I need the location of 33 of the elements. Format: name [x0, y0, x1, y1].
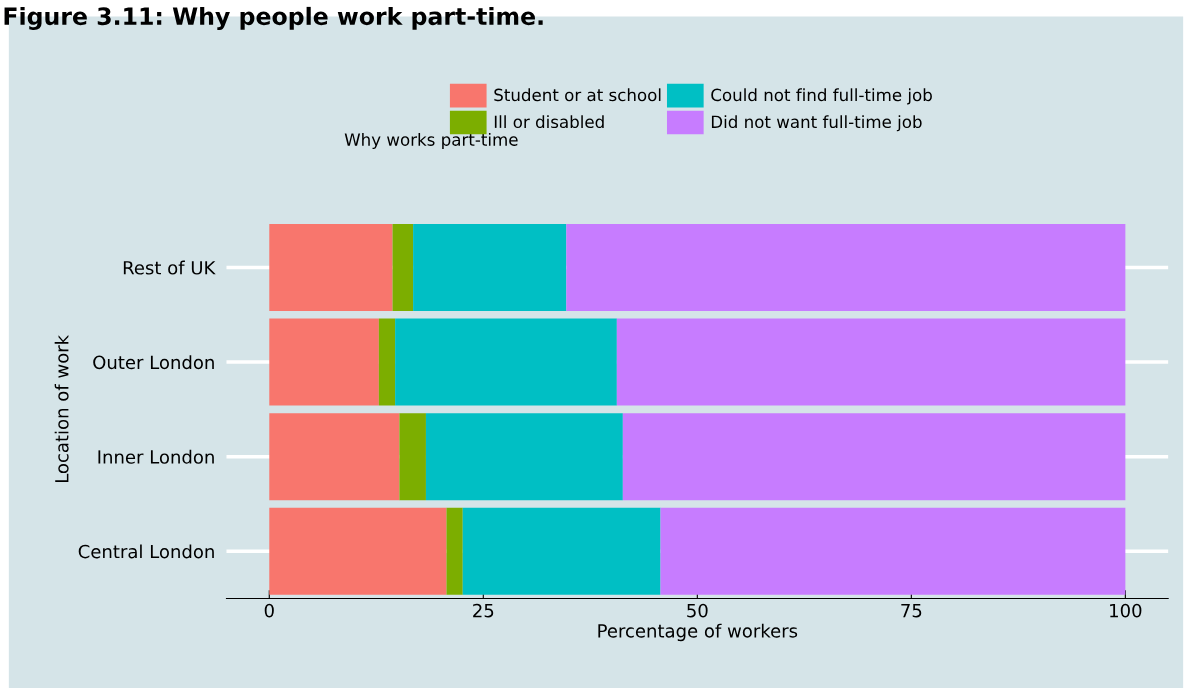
x-tick-label: 0: [264, 603, 274, 618]
x-tick-label: 100: [1110, 603, 1142, 618]
bar: [446, 507, 463, 595]
x-tick-label: 75: [901, 603, 922, 618]
y-tick-label: Rest of UK: [123, 260, 216, 275]
y-axis-title: Location of work: [54, 334, 69, 483]
y-tick-label: Outer London: [93, 355, 214, 370]
bar: [425, 413, 623, 501]
x-tick-label: 25: [473, 603, 494, 618]
chart-title: Figure 3.11: Why people work part-time.: [4, 6, 543, 30]
bar: [269, 507, 447, 595]
bar: [269, 413, 400, 501]
legend-label: Student or at school: [494, 88, 661, 102]
bar: [616, 318, 1126, 406]
bar: [395, 318, 617, 406]
bar: [660, 507, 1126, 595]
legend-label: Could not find full-time job: [711, 88, 932, 105]
bar: [413, 223, 567, 311]
bar: [269, 318, 379, 406]
bar: [392, 223, 414, 311]
bar: [269, 223, 393, 311]
bar: [462, 507, 661, 595]
bar: [378, 318, 396, 406]
legend-label: Ill or disabled: [494, 115, 604, 129]
bar: [399, 413, 426, 501]
y-tick-label: Inner London: [98, 449, 214, 464]
x-tick-label: 50: [687, 603, 708, 618]
legend-title: Why works part-time: [344, 132, 518, 150]
y-tick-label: Central London: [78, 544, 214, 559]
bar: [566, 223, 1126, 311]
x-axis-title: Percentage of workers: [598, 623, 798, 642]
legend-label: Did not want full-time job: [711, 115, 922, 132]
bar: [622, 413, 1126, 501]
